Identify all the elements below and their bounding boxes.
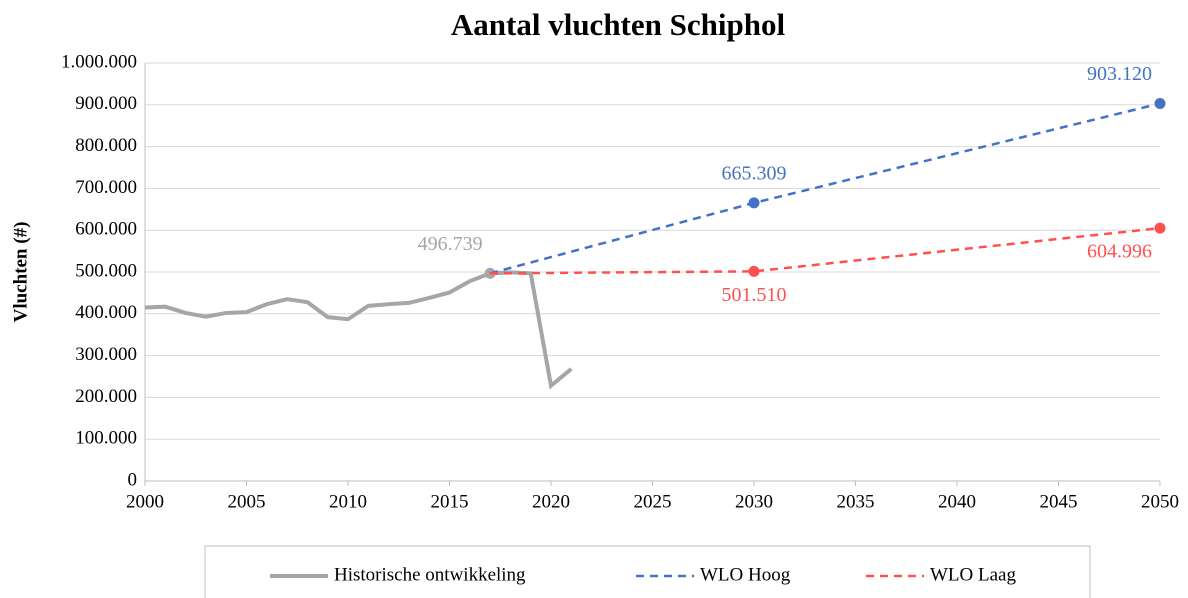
x-tick-label: 2030: [735, 491, 773, 512]
series-line: [144, 270, 573, 390]
legend-label: Historische ontwikkeling: [334, 564, 526, 585]
data-label: 903.120: [1087, 63, 1152, 85]
x-tick-label: 2025: [634, 491, 672, 512]
data-label: 496.739: [418, 233, 483, 255]
y-tick-label: 600.000: [75, 219, 137, 240]
data-point: [748, 265, 760, 277]
data-point: [1154, 97, 1166, 109]
x-tick-label: 2005: [228, 491, 266, 512]
x-tick-label: 2035: [837, 491, 875, 512]
x-tick-label: 2050: [1141, 491, 1179, 512]
x-tick-label: 2040: [938, 491, 976, 512]
x-tick-label: 2020: [532, 491, 570, 512]
y-tick-label: 800.000: [75, 135, 137, 156]
data-label: 665.309: [722, 162, 787, 184]
y-tick-label: 200.000: [75, 386, 137, 407]
data-label: 501.510: [722, 284, 787, 306]
x-tick-label: 2045: [1040, 491, 1078, 512]
data-point: [1154, 222, 1166, 234]
y-tick-label: 100.000: [75, 428, 137, 449]
legend-box: [204, 545, 1091, 598]
y-tick-label: 0: [128, 469, 138, 490]
legend-label: WLO Hoog: [700, 564, 791, 585]
data-label: 604.996: [1087, 241, 1152, 263]
x-tick-label: 2015: [431, 491, 469, 512]
y-tick-label: 1.000.000: [61, 51, 137, 72]
series-line: [490, 226, 1161, 275]
y-axis-label: Vluchten (#): [10, 222, 31, 323]
x-tick-label: 2010: [329, 491, 367, 512]
y-tick-label: 400.000: [75, 302, 137, 323]
legend-label: WLO Laag: [930, 564, 1016, 585]
y-tick-label: 300.000: [75, 344, 137, 365]
y-tick-label: 700.000: [75, 177, 137, 198]
data-point: [748, 197, 760, 209]
y-tick-label: 900.000: [75, 93, 137, 114]
x-tick-label: 2000: [126, 491, 164, 512]
y-tick-label: 500.000: [75, 260, 137, 281]
chart-title: Aantal vluchten Schiphol: [451, 7, 786, 42]
